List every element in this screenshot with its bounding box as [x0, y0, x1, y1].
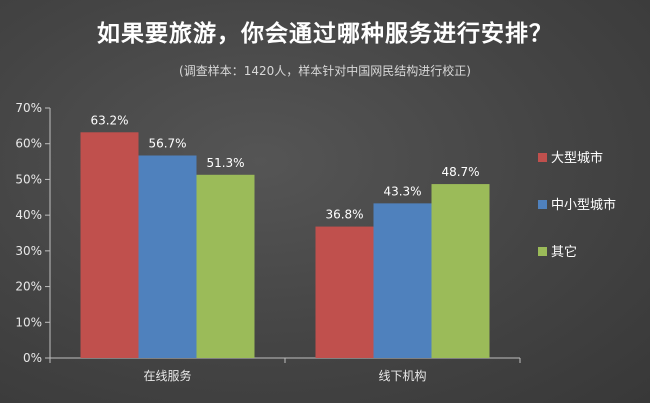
data-label: 63.2%	[90, 113, 128, 127]
legend-label: 中小型城市	[551, 197, 616, 213]
x-category-label: 线下机构	[378, 368, 426, 383]
bar	[138, 155, 197, 358]
bar	[196, 174, 255, 358]
data-label: 43.3%	[383, 184, 421, 198]
y-tick-label: 60%	[15, 137, 42, 151]
bar	[80, 132, 139, 358]
bar	[315, 226, 374, 358]
chart-title: 如果要旅游，你会通过哪种服务进行安排？	[97, 21, 553, 47]
y-tick-label: 10%	[15, 315, 42, 329]
y-tick-label: 40%	[15, 208, 42, 222]
y-tick-label: 20%	[15, 280, 42, 294]
legend-swatch	[538, 200, 547, 209]
chart-subtitle: (调查样本：1420人，样本针对中国网民结构进行校正)	[179, 64, 471, 78]
y-tick-label: 70%	[15, 101, 42, 115]
y-tick-label: 50%	[15, 172, 42, 186]
data-label: 48.7%	[441, 165, 479, 179]
x-category-label: 在线服务	[143, 368, 191, 383]
data-label: 51.3%	[206, 156, 244, 170]
y-tick-label: 0%	[23, 351, 42, 365]
bar	[431, 184, 490, 358]
legend-label: 其它	[551, 244, 577, 260]
legend-swatch	[538, 153, 547, 162]
legend-swatch	[538, 247, 547, 256]
data-label: 56.7%	[148, 137, 186, 151]
bar	[373, 203, 432, 358]
data-label: 36.8%	[325, 208, 363, 222]
y-tick-label: 30%	[15, 244, 42, 258]
legend-label: 大型城市	[551, 150, 603, 166]
